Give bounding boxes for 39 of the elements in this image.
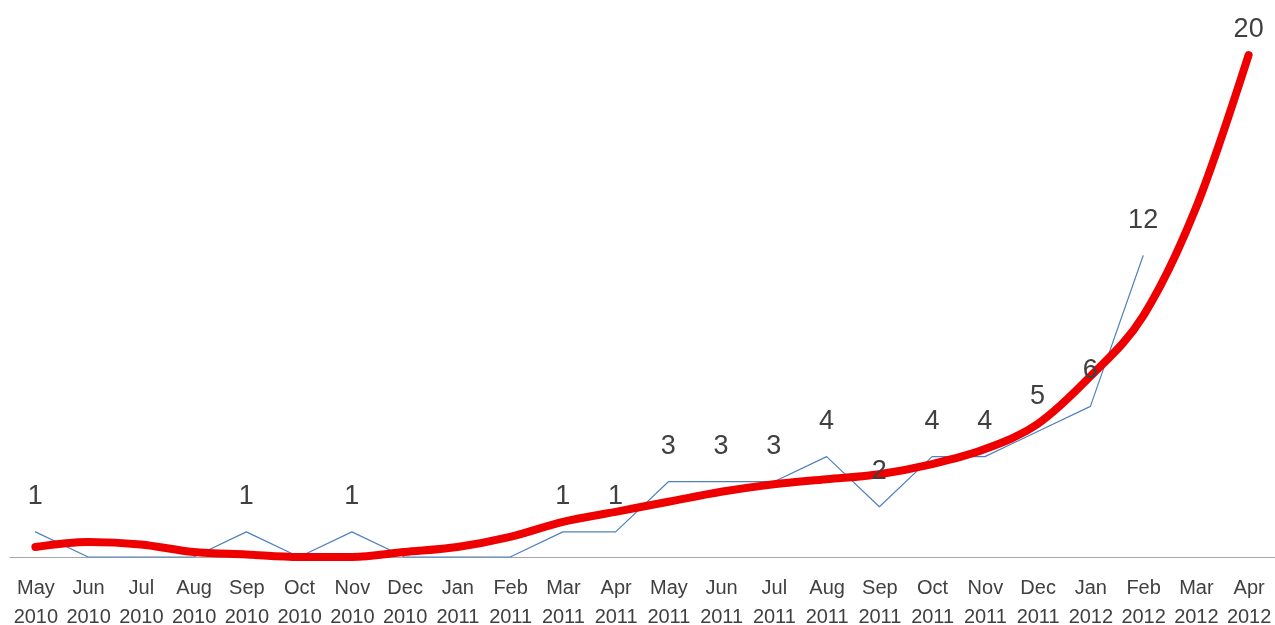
x-tick-label: Dec 2011 [1016,575,1060,625]
x-tick-label: Mar 2012 [1174,575,1219,625]
x-tick-label: Feb 2011 [489,575,533,625]
x-tick-label: Nov 2011 [963,575,1007,625]
x-tick-label: Jun 2010 [66,575,111,625]
data-label: 3 [660,429,676,460]
x-tick-label: Sep 2011 [858,575,902,625]
data-label: 12 [1128,203,1159,234]
data-label: 1 [344,479,360,510]
x-tick-label: Mar 2011 [541,575,585,625]
data-label: 4 [819,404,835,435]
x-tick-label: Jul 2010 [119,575,164,625]
data-label: 20 [1233,13,1264,43]
x-tick-label: Oct 2011 [911,575,955,625]
x-tick-label: Oct 2010 [277,575,322,625]
x-tick-label: Dec 2010 [382,575,428,625]
x-tick-label: Aug 2010 [171,575,217,625]
x-tick-label: Jul 2011 [752,575,796,625]
x-tick-label: Aug 2011 [805,575,849,625]
x-tick-label: Nov 2010 [330,575,375,625]
data-label: 3 [766,429,782,460]
x-tick-label: Jan 2011 [436,575,480,625]
x-tick-label: Apr 2011 [594,575,638,625]
x-tick-label: Feb 2012 [1121,575,1166,625]
data-label: 3 [713,429,729,460]
data-label: 5 [1030,379,1046,410]
data-label: 1 [608,479,624,510]
x-tick-label: Apr 2012 [1226,575,1272,625]
data-label: 4 [977,404,993,435]
data-label: 1 [27,479,43,510]
x-tick-label: May 2010 [13,575,59,625]
data-label: 1 [238,479,254,510]
x-tick-label: Sep 2010 [224,575,270,625]
x-tick-label: May 2011 [647,575,691,625]
x-tick-label: Jan 2012 [1068,575,1114,625]
data-label: 6 [1082,354,1098,385]
data-label: 1 [555,479,571,510]
data-label: 4 [924,404,940,435]
x-tick-label: Jun 2011 [700,575,744,625]
